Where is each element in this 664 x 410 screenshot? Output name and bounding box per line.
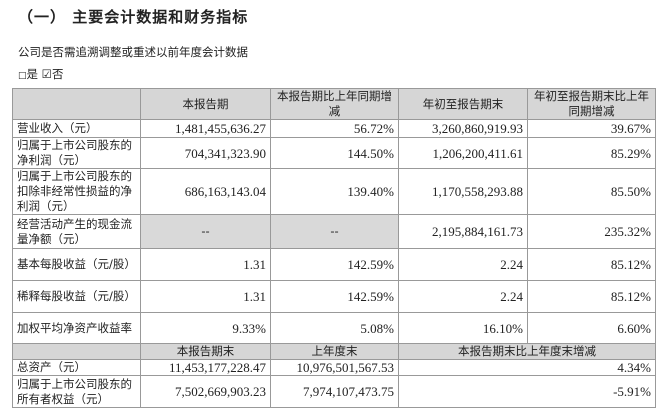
cell: 1.31	[140, 248, 271, 281]
cell: 2,195,884,161.73	[398, 214, 528, 249]
cell: 56.72%	[270, 119, 399, 138]
cell: 5.08%	[270, 312, 399, 344]
cell: 142.59%	[270, 248, 399, 281]
cell: 9.33%	[140, 312, 271, 344]
checkbox-no[interactable]: ☑	[41, 67, 52, 81]
cell: 7,974,107,473.75	[270, 375, 399, 408]
label-no: 否	[51, 67, 64, 81]
cell: 85.12%	[527, 248, 656, 281]
table-row: 归属于上市公司股东的所有者权益（元） 7,502,669,903.23 7,97…	[12, 375, 656, 408]
row-label: 总资产（元）	[12, 359, 141, 376]
sub-header: 本报告期末 上年度末 本报告期末比上年度末增减	[12, 343, 656, 360]
restatement-choice: □是 ☑否	[18, 66, 63, 82]
cell: 6.60%	[527, 312, 656, 344]
table-row: 稀释每股收益（元/股） 1.31 142.59% 2.24 85.12%	[12, 280, 656, 313]
header-cell: 本报告期末	[140, 343, 271, 360]
table-row: 经营活动产生的现金流量净额（元） -- -- 2,195,884,161.73 235.…	[12, 214, 656, 249]
row-label: 归属于上市公司股东的扣除非经常性损益的净利润（元）	[12, 168, 141, 215]
header-cell: 年初至报告期末比上年同期增减	[527, 88, 656, 120]
cell: 139.40%	[270, 168, 399, 215]
row-label: 加权平均净资产收益率	[12, 312, 141, 344]
row-label: 基本每股收益（元/股）	[12, 248, 141, 281]
row-label: 归属于上市公司股东的净利润（元）	[12, 137, 141, 169]
cell: 1,170,558,293.88	[398, 168, 528, 215]
cell: 2.24	[398, 280, 528, 313]
cell: 7,502,669,903.23	[140, 375, 271, 408]
cell: 39.67%	[527, 119, 656, 138]
table-row: 营业收入（元） 1,481,455,636.27 56.72% 3,260,860,9…	[12, 119, 656, 138]
table-row: 加权平均净资产收益率 9.33% 5.08% 16.10% 6.60%	[12, 312, 656, 344]
restatement-question: 公司是否需追溯调整或重述以前年度会计数据	[18, 45, 248, 59]
header-cell: 本报告期比上年同期增减	[270, 88, 399, 120]
cell: 686,163,143.04	[140, 168, 271, 215]
cell: 142.59%	[270, 280, 399, 313]
table-row: 归属于上市公司股东的净利润（元） 704,341,323.90 144.50% 1,2…	[12, 137, 656, 169]
checkbox-yes[interactable]: □	[18, 71, 27, 81]
cell: 704,341,323.90	[140, 137, 271, 169]
cell: 10,976,501,567.53	[270, 359, 399, 376]
header-cell: 上年度末	[270, 343, 399, 360]
row-label: 归属于上市公司股东的所有者权益（元）	[12, 375, 141, 408]
header-cell	[12, 88, 141, 120]
cell: 3,260,860,919.93	[398, 119, 528, 138]
table-row: 归属于上市公司股东的扣除非经常性损益的净利润（元） 686,163,143.04 1…	[12, 168, 656, 215]
header-cell	[12, 343, 141, 360]
table-row: 基本每股收益（元/股） 1.31 142.59% 2.24 85.12%	[12, 248, 656, 281]
header-cell: 年初至报告期末	[398, 88, 528, 120]
cell: 85.12%	[527, 280, 656, 313]
cell: 1,206,200,411.61	[398, 137, 528, 169]
label-yes: 是	[26, 67, 39, 81]
cell: 85.29%	[527, 137, 656, 169]
cell: -5.91%	[398, 375, 656, 408]
header-cell: 本报告期末比上年度末增减	[398, 343, 656, 360]
cell: 16.10%	[398, 312, 528, 344]
section-title: （一） 主要会计数据和财务指标	[18, 8, 249, 26]
cell: 11,453,177,228.47	[140, 359, 271, 376]
row-label: 经营活动产生的现金流量净额（元）	[12, 214, 141, 249]
cell: 1.31	[140, 280, 271, 313]
cell: 235.32%	[527, 214, 656, 249]
cell: 4.34%	[398, 359, 656, 376]
table-row: 总资产（元） 11,453,177,228.47 10,976,501,567.…	[12, 359, 656, 376]
row-label: 营业收入（元）	[12, 119, 141, 138]
cell: --	[140, 214, 271, 249]
cell: 85.50%	[527, 168, 656, 215]
cell: 2.24	[398, 248, 528, 281]
financial-table: 本报告期 本报告期比上年同期增减 年初至报告期末 年初至报告期末比上年同期增减 …	[12, 88, 656, 408]
cell: --	[270, 214, 399, 249]
cell: 144.50%	[270, 137, 399, 169]
cell: 1,481,455,636.27	[140, 119, 271, 138]
table-header: 本报告期 本报告期比上年同期增减 年初至报告期末 年初至报告期末比上年同期增减	[12, 88, 656, 120]
header-cell: 本报告期	[140, 88, 271, 120]
row-label: 稀释每股收益（元/股）	[12, 280, 141, 313]
